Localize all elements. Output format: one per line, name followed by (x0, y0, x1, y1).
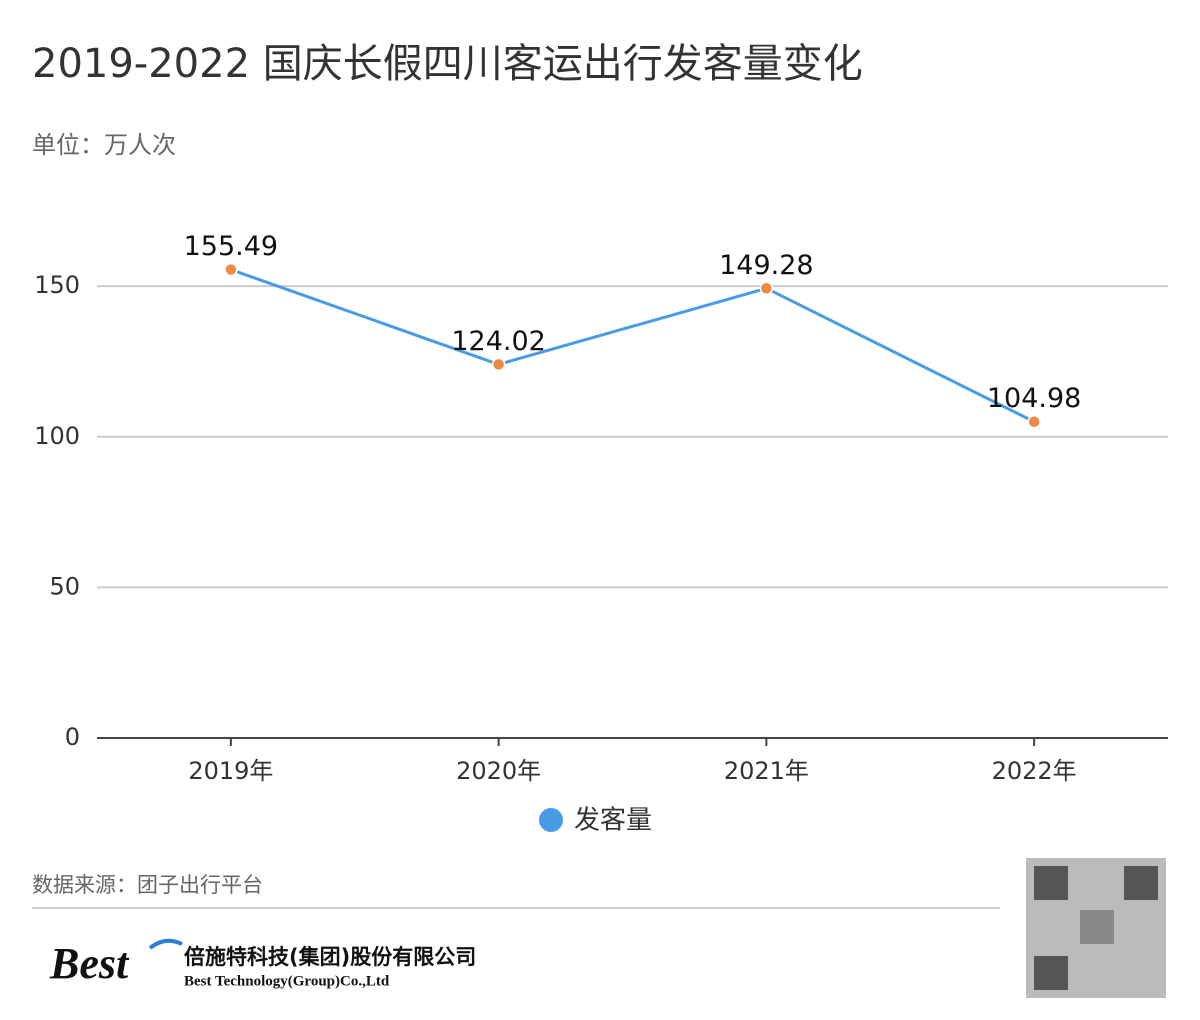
data-point (491, 357, 506, 372)
legend-marker (539, 808, 563, 832)
qr-code (1026, 858, 1166, 998)
company-cn: 倍施特科技(集团)股份有限公司 (184, 945, 476, 969)
x-tick-label: 2022年 (992, 757, 1077, 785)
logo-swoosh (148, 938, 183, 950)
y-tick-label: 0 (65, 723, 80, 751)
data-label: 149.28 (719, 250, 813, 281)
data-label: 124.02 (451, 326, 545, 357)
company-en: Best Technology(Group)Co.,Ltd (184, 973, 390, 989)
y-tick-label: 100 (34, 422, 80, 450)
y-tick-label: 150 (34, 271, 80, 299)
chart-title: 2019-2022 国庆长假四川客运出行发客量变化 (32, 41, 863, 87)
logo: Best (49, 939, 130, 988)
y-tick-label: 50 (49, 572, 80, 600)
data-point (1027, 414, 1041, 429)
chart-subtitle: 单位：万人次 (32, 131, 176, 159)
data-point (759, 281, 774, 296)
series-line (230, 268, 1035, 424)
source-note: 数据来源：团子出行平台 (32, 873, 263, 897)
x-tick-label: 2020年 (456, 757, 541, 785)
legend-label: 发客量 (574, 806, 652, 836)
data-point (224, 262, 238, 277)
x-tick-label: 2021年 (724, 757, 809, 785)
data-label: 155.49 (184, 231, 278, 262)
data-label: 104.98 (987, 383, 1081, 414)
x-tick-label: 2019年 (188, 757, 273, 785)
